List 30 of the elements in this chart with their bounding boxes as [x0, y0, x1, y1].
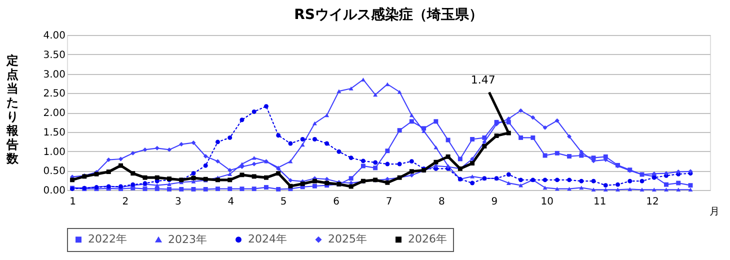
annotation: 1.47 — [470, 73, 496, 86]
y-tick-label: 0.50 — [43, 166, 66, 178]
x-tick-label: 3 — [174, 196, 182, 208]
x-tick-label: 11 — [593, 196, 606, 208]
x-tick-label: 2 — [122, 196, 129, 208]
y-tick-label: 0.00 — [43, 186, 66, 196]
y-tick-label: 1.00 — [43, 146, 66, 158]
y-tick-label: 2.00 — [43, 108, 66, 119]
y-tick-label: 4.00 — [43, 30, 66, 42]
legend-label: 2023年 — [168, 232, 207, 246]
legend-label: 2024年 — [248, 232, 287, 246]
x-tick-label: 1 — [70, 196, 76, 208]
legend-label: 2026年 — [408, 232, 447, 246]
y-tick-label: 1.50 — [43, 127, 66, 138]
y-tick-label: 3.00 — [43, 69, 66, 80]
x-tick-label: 7 — [386, 196, 392, 208]
y-axis-title: 定点当たり報告数 — [6, 54, 20, 166]
x-tick-label: 10 — [540, 196, 554, 208]
x-tick-label: 4 — [228, 196, 234, 208]
x-axis-title: 月 — [710, 206, 720, 218]
x-tick-label: 5 — [280, 196, 287, 208]
x-tick-label: 12 — [646, 196, 659, 208]
x-tick-label: 8 — [438, 196, 445, 208]
x-tick-label: 9 — [491, 196, 498, 208]
x-tick-label: 6 — [333, 196, 340, 208]
legend-label: 2022年 — [88, 232, 127, 246]
y-tick-label: 3.50 — [43, 50, 66, 61]
chart-title: RSウイルス感染症（埼玉県） — [294, 6, 483, 23]
y-tick-label: 2.50 — [43, 88, 66, 100]
legend-label: 2025年 — [328, 232, 367, 246]
